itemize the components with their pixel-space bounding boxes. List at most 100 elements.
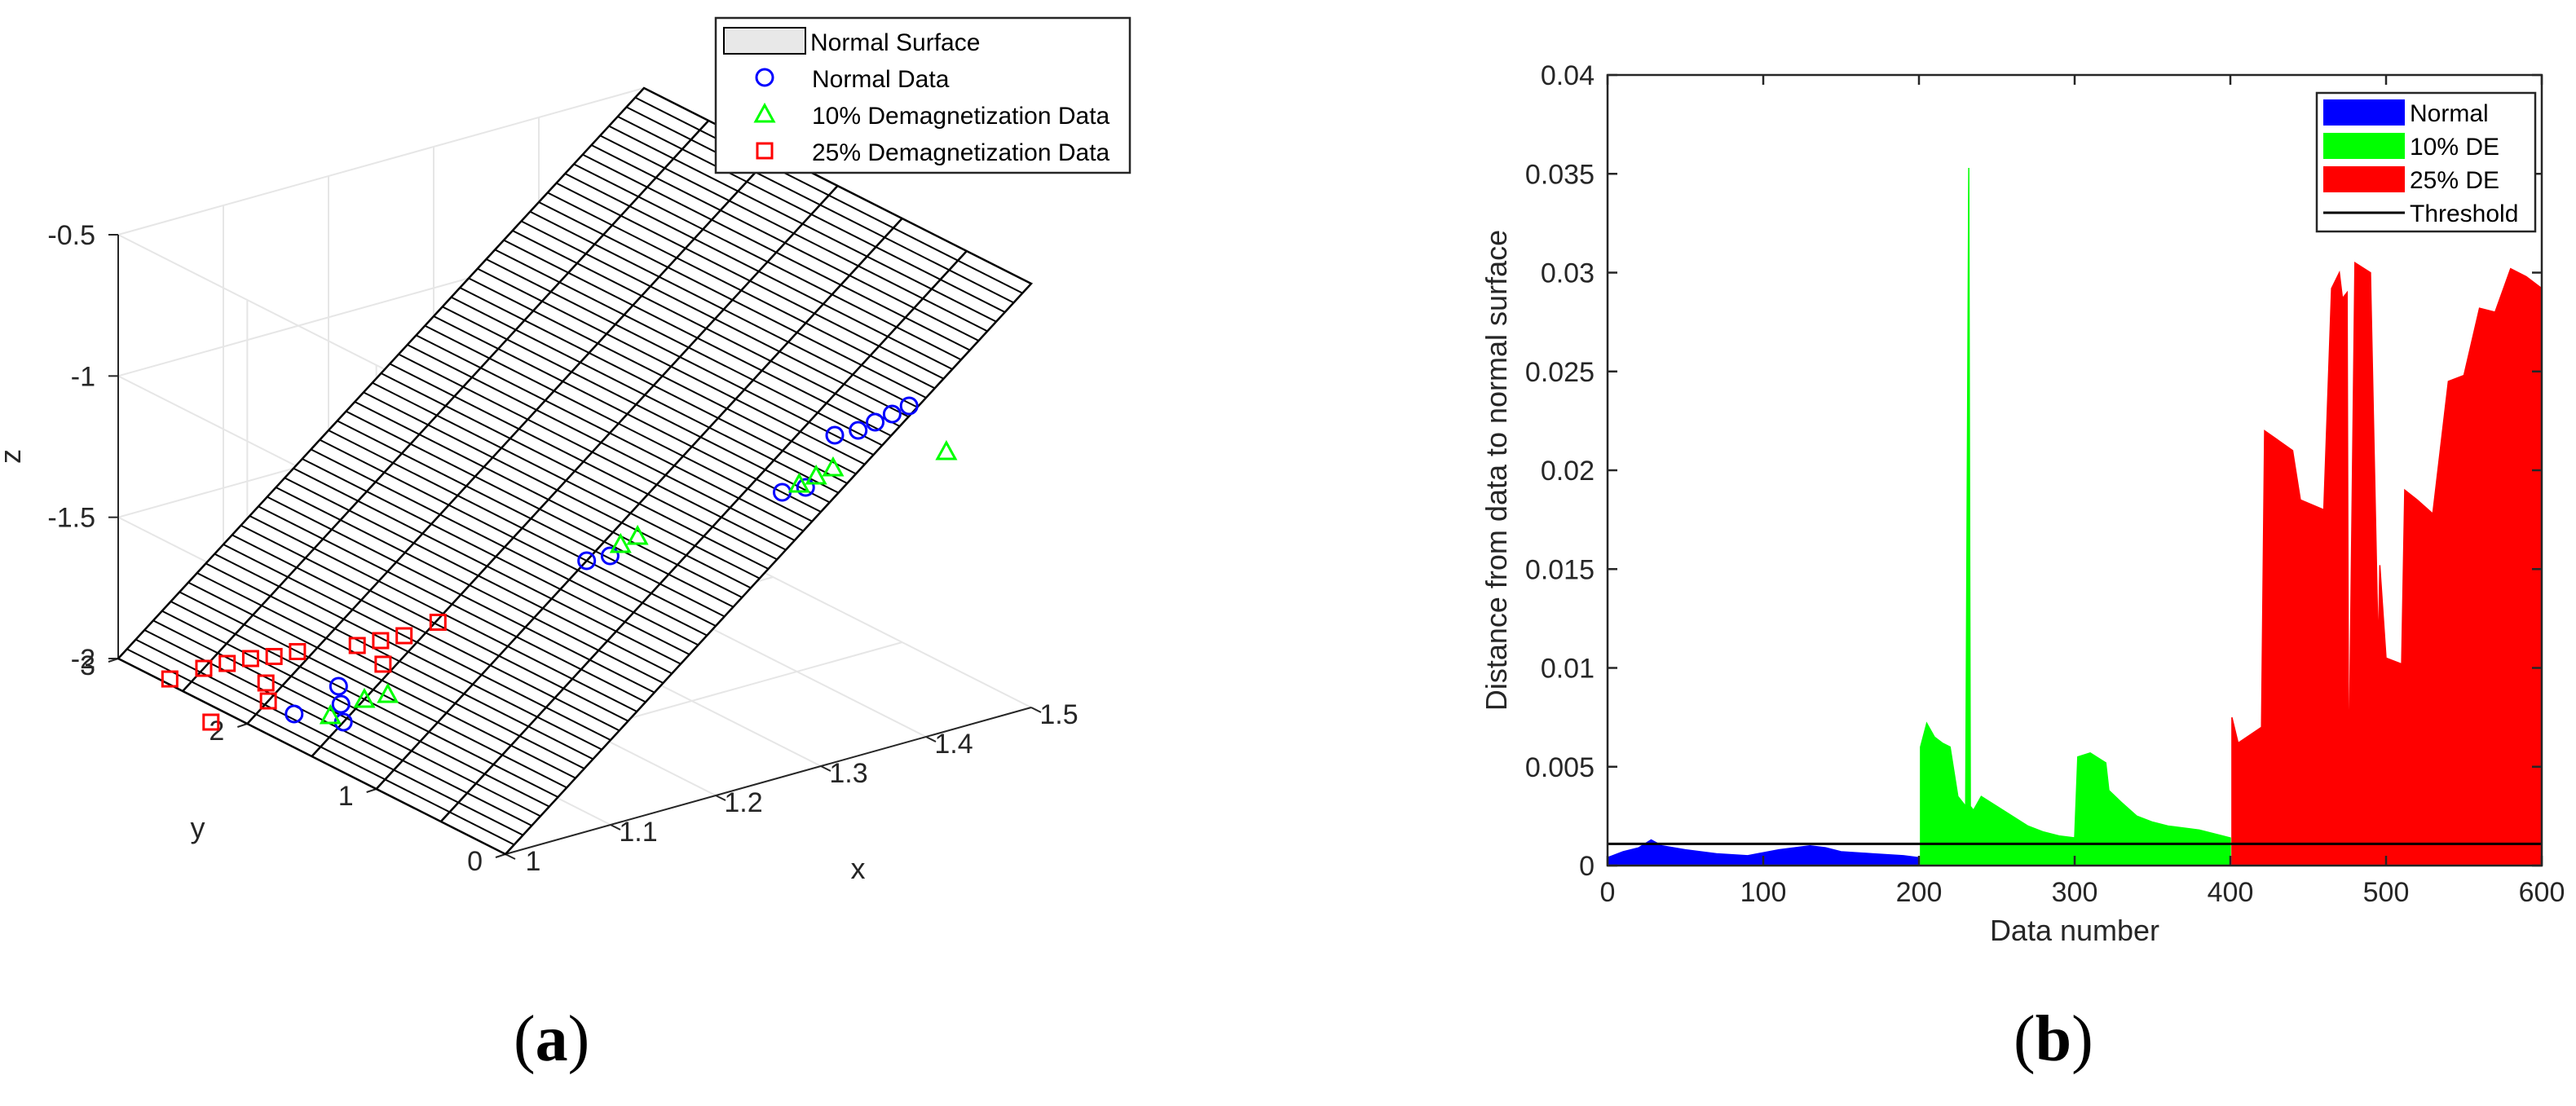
y-tick-mark (495, 853, 506, 858)
z-axis-label: z (0, 449, 27, 464)
x-tick-label: 0 (1600, 877, 1616, 908)
panel-label-a: (a) (514, 1003, 590, 1075)
y-tick-label: 0.03 (1541, 258, 1595, 289)
z-tick-label: -0.5 (47, 220, 95, 251)
data-point-square (161, 670, 179, 688)
x-tick-label: 100 (1740, 877, 1787, 908)
x-tick-label: 300 (2052, 877, 2098, 908)
data-point-circle (849, 421, 868, 440)
x-axis-label: x (851, 852, 866, 885)
y-tick-label: 0.015 (1525, 554, 1595, 585)
data-point-square (348, 637, 366, 654)
data-point-square (265, 647, 283, 665)
x-tick-label: 1.1 (619, 817, 657, 848)
data-point-triangle (935, 439, 958, 460)
data-point-triangle (609, 532, 632, 553)
data-point-triangle (377, 682, 399, 703)
x-tick-label: 1.2 (724, 787, 762, 818)
legend-label: 10% Demagnetization Data (812, 103, 1110, 130)
area-series (1607, 839, 1920, 866)
legend-label: 25% DE (2410, 167, 2499, 194)
data-point-circle (577, 551, 597, 571)
data-point-circle (285, 704, 304, 724)
x-tick-mark (715, 795, 726, 801)
legend-swatch (2323, 133, 2405, 159)
y-tick-label: 0.04 (1541, 60, 1595, 91)
z-tick-label: -1.5 (47, 503, 95, 534)
x-tick-mark (925, 736, 937, 742)
y-tick-label: 0 (1579, 851, 1595, 882)
x-tick-mark (820, 765, 831, 772)
z-tick-label: -1 (71, 361, 95, 392)
surface-mesh-line (246, 152, 774, 725)
y-tick-label: 0.01 (1541, 654, 1595, 685)
data-point-square (374, 655, 392, 673)
y-tick-mark (366, 788, 377, 793)
area-series (2231, 262, 2543, 866)
data-point-circle (329, 676, 348, 696)
data-point-square (372, 632, 390, 650)
surface-mesh-line (375, 218, 903, 790)
data-point-circle (600, 546, 620, 566)
legend-marker-circle (755, 68, 774, 87)
area-series (1920, 167, 2231, 866)
surface-mesh-line (311, 185, 839, 757)
data-point-circle (866, 412, 885, 432)
x-tick-label: 1.4 (934, 729, 973, 760)
y-tick-label: 0 (467, 846, 483, 877)
x-tick-label: 1 (526, 846, 541, 877)
data-point-square (202, 713, 220, 731)
x-axis-label: Data number (1990, 914, 2159, 947)
x-tick-mark (505, 853, 516, 860)
panel-b-distance-chart: 0 100 200 300 400 500 600 0 0.005 0.01 0.015 0.02 0.… (1480, 60, 2565, 947)
legend-swatch-surface (723, 27, 806, 55)
y-tick-mark (237, 723, 248, 728)
x-tick-label: 400 (2208, 877, 2254, 908)
panel-a-3d-scatter: 1 1.1 1.2 1.3 1.4 1.5 0 1 2 3-2 -1.5 -1 -0.5 x y z Norma… (0, 16, 1131, 885)
data-point-circle (825, 425, 845, 445)
y-tick-label: 0.035 (1525, 159, 1595, 190)
x-tick-label: 1.5 (1039, 699, 1078, 730)
data-point-square (241, 650, 259, 668)
x-tick-label: 600 (2519, 877, 2565, 908)
z-tick-label: -2 (71, 644, 95, 675)
legend-label: Normal Surface (810, 29, 980, 56)
grid-line (117, 87, 645, 236)
data-point-square (257, 674, 275, 692)
legend-swatch (2323, 166, 2405, 192)
legend-marker-square (756, 142, 774, 160)
x-tick-label: 200 (1896, 877, 1943, 908)
x-tick-label: 500 (2363, 877, 2410, 908)
data-point-square (259, 692, 277, 710)
data-point-triangle (787, 472, 810, 493)
data-point-square (395, 627, 413, 645)
y-tick-label: 0.005 (1525, 752, 1595, 783)
x-tick-mark (610, 824, 621, 831)
y-tick-label: 3 (80, 650, 95, 681)
y-axis-label: Distance from data to normal surface (1480, 230, 1513, 711)
surface-mesh-line (439, 250, 968, 822)
data-point-circle (796, 478, 815, 497)
data-point-square (289, 642, 307, 660)
y-axis-label: y (191, 811, 205, 844)
y-tick-label: 0.02 (1541, 456, 1595, 487)
legend-swatch (2323, 99, 2405, 126)
panel-label-b: (b) (2014, 1003, 2093, 1075)
data-point-circle (899, 396, 919, 416)
surface-mesh-line (182, 120, 710, 692)
data-point-triangle (626, 524, 649, 545)
data-point-triangle (319, 703, 342, 725)
x-axis-line (505, 707, 1032, 855)
x-tick-mark (1030, 707, 1042, 713)
data-point-triangle (822, 456, 845, 477)
y-tick-label: 0.025 (1525, 357, 1595, 388)
legend-marker-triangle (753, 102, 776, 123)
legend-label: Normal (2410, 100, 2489, 127)
legend-label: Threshold (2410, 200, 2518, 227)
data-point-square (429, 613, 447, 631)
x-tick-label: 1.3 (829, 758, 867, 789)
data-point-circle (331, 694, 351, 714)
legend-label: 25% Demagnetization Data (812, 139, 1110, 166)
y-tick-label: 2 (209, 716, 224, 747)
data-point-triangle (805, 464, 827, 485)
